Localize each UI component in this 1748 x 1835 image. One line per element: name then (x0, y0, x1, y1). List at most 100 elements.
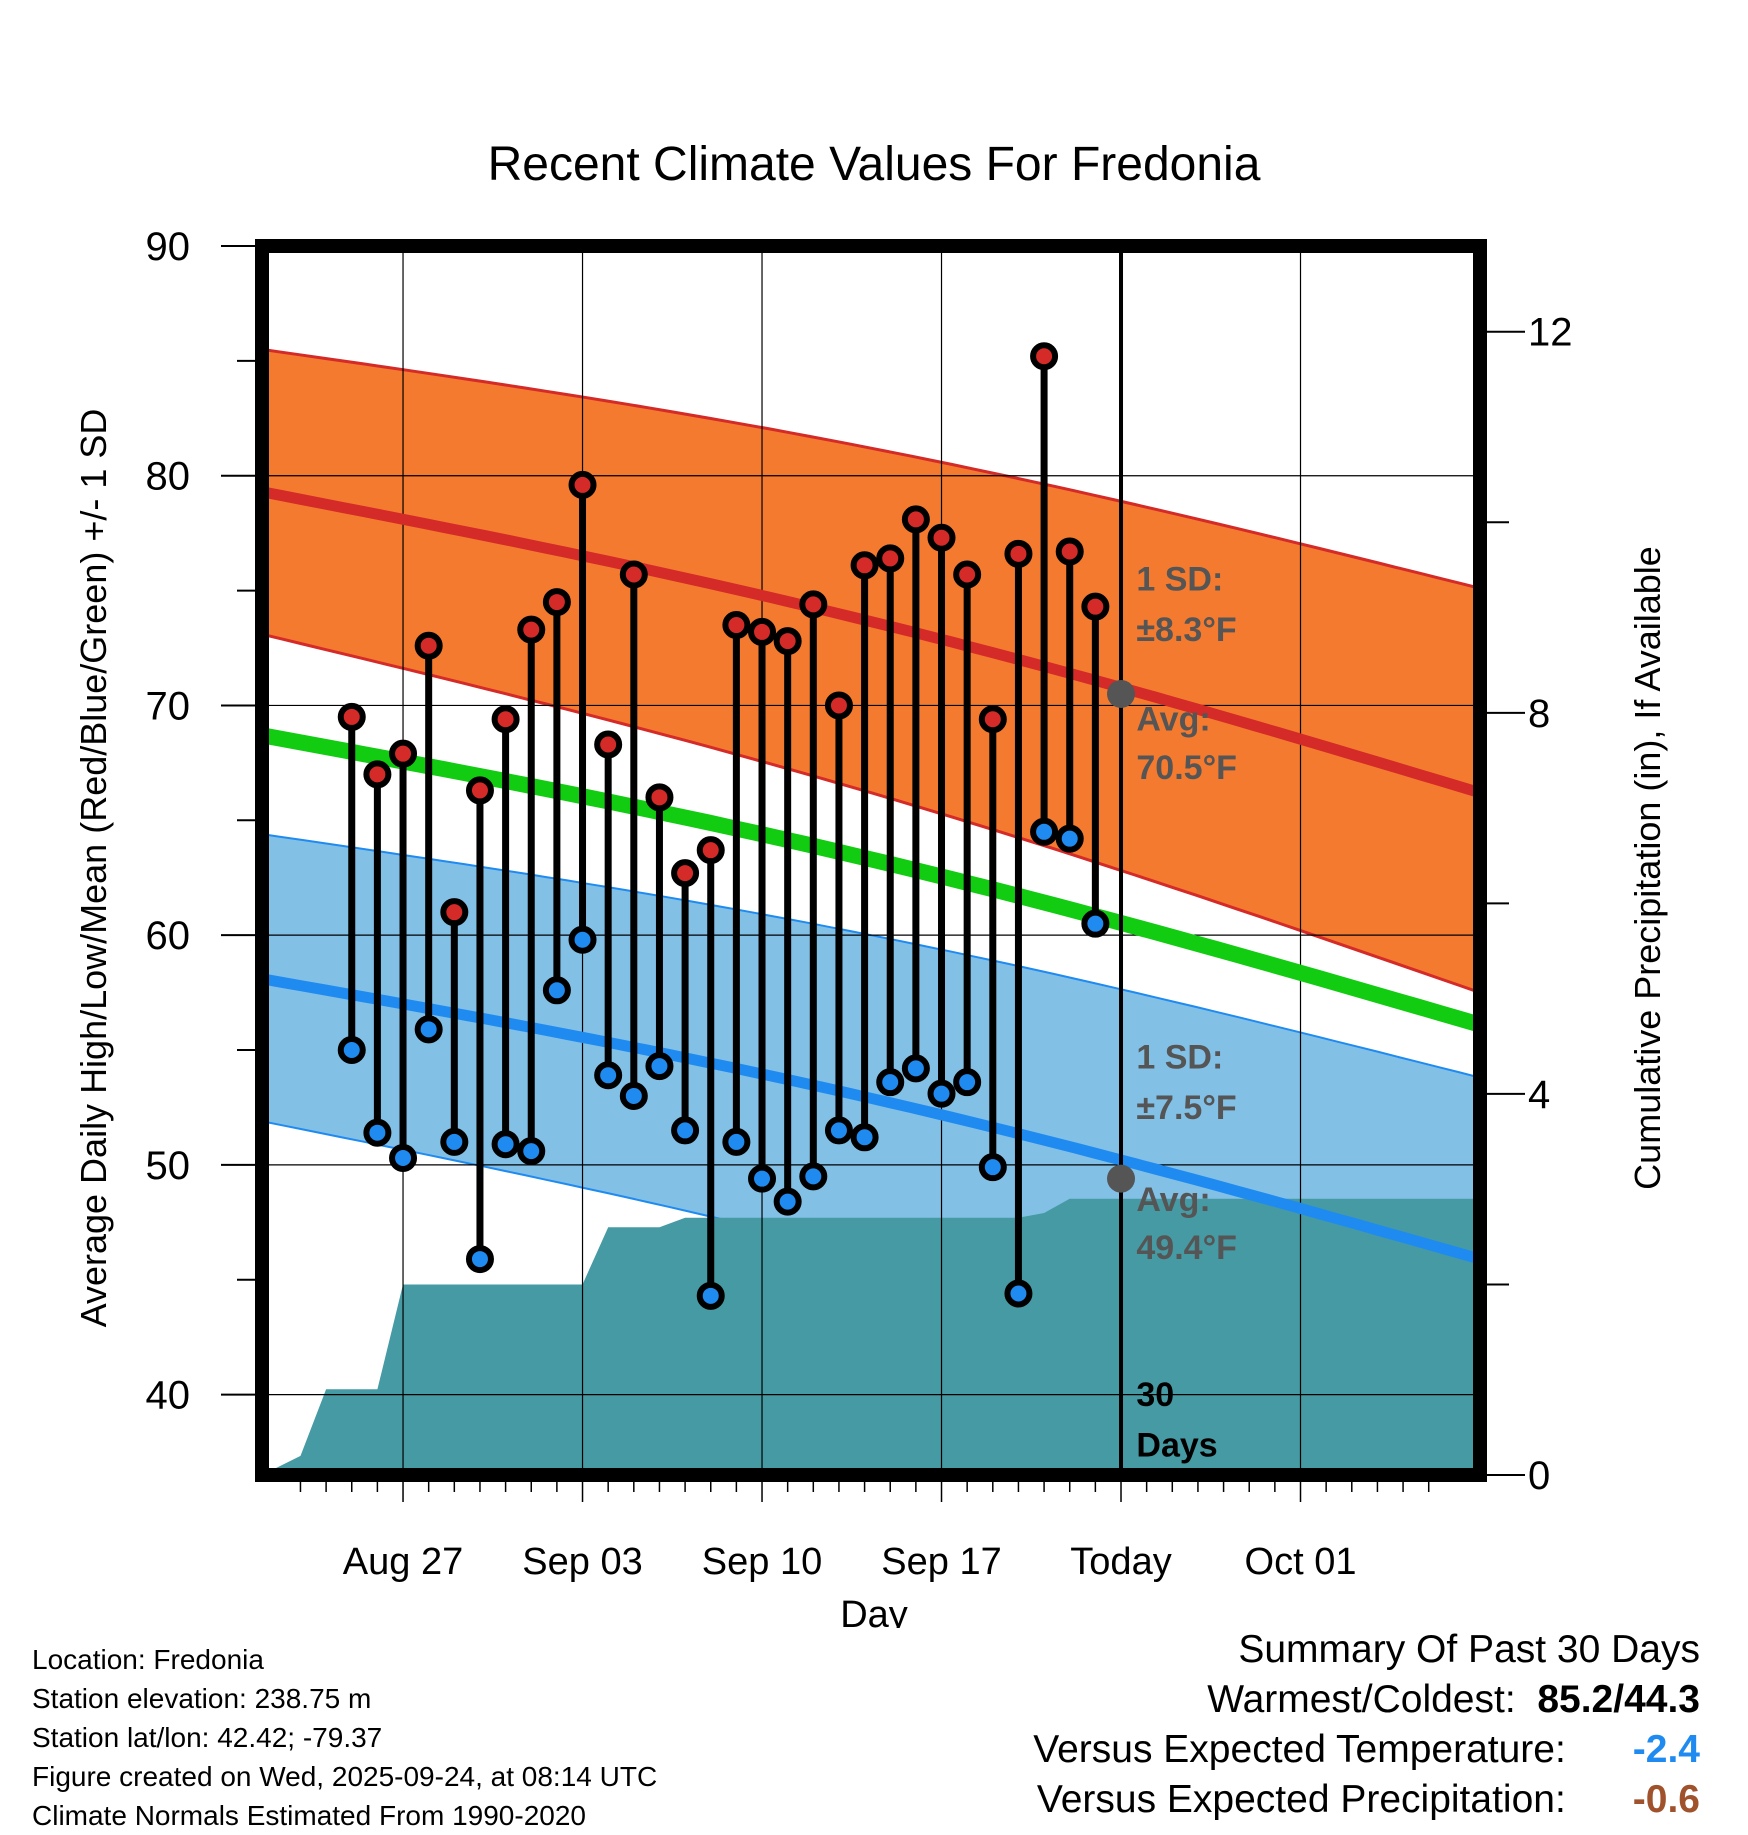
y-tick-label: 90 (146, 225, 191, 269)
location-text: Location: Fredonia (32, 1644, 264, 1675)
obs-low-point (953, 1068, 982, 1097)
high-lower-line (262, 632, 1480, 995)
created-text: Figure created on Wed, 2025-09-24, at 08… (32, 1761, 658, 1792)
precip-label: Versus Expected Precipitation: (1036, 1778, 1566, 1821)
y-tick-label: 70 (146, 684, 191, 728)
y2-tick-label: 12 (1528, 311, 1573, 355)
y-tick-label: 50 (146, 1144, 191, 1188)
low-avg-value: 49.4°F (1136, 1229, 1237, 1267)
plot-area: 1 SD: ±8.3°F Avg: 70.5°F 1 SD: ±7.5°F Avg: 49.4… (262, 246, 1480, 1475)
obs-high-point (491, 705, 520, 734)
obs-high-point (927, 523, 956, 552)
obs-low-point (901, 1054, 930, 1083)
x-tick-label: Today (1070, 1541, 1171, 1583)
x-tick-label: Sep 10 (702, 1541, 822, 1583)
obs-high-point (722, 611, 751, 640)
obs-high-point (363, 760, 392, 789)
precip-value: -0.6 (1632, 1778, 1700, 1821)
obs-high-point (414, 631, 443, 660)
obs-high-point (568, 470, 597, 499)
y-tick-label: 60 (146, 914, 191, 958)
obs-high-point (1055, 537, 1084, 566)
low-normal-line (262, 973, 1480, 1265)
obs-high-point (542, 588, 571, 617)
obs-low-point (619, 1081, 648, 1110)
warmest-row: Warmest/Coldest: 85.2/44.3 (1033, 1675, 1700, 1725)
obs-high-point (594, 730, 623, 759)
obs-high-point (850, 551, 879, 580)
y2-axis-label: Cumulative Precipitation (in), If Availa… (1627, 546, 1668, 1190)
obs-low-point (722, 1127, 751, 1156)
warmest-label: Warmest/Coldest: (1207, 1678, 1516, 1721)
precipitation-area (262, 1198, 1480, 1475)
obs-low-point (517, 1137, 546, 1166)
y-tick-label: 80 (146, 455, 191, 499)
obs-high-point (645, 783, 674, 812)
x-tick-label: Oct 01 (1245, 1541, 1357, 1583)
obs-low-point (799, 1162, 828, 1191)
obs-low-point (414, 1015, 443, 1044)
obs-high-point (978, 705, 1007, 734)
today-low-avg-marker (1107, 1164, 1136, 1193)
plot-frame (255, 239, 1487, 1482)
obs-high-point (619, 560, 648, 589)
obs-low-point (824, 1116, 853, 1145)
obs-high-point (748, 617, 777, 646)
y-tick-label: 40 (146, 1374, 191, 1418)
obs-low-point (491, 1130, 520, 1159)
y2-tick-label: 8 (1528, 692, 1550, 736)
temp-value: -2.4 (1632, 1728, 1700, 1771)
precip-row: Versus Expected Precipitation: -0.6 (1033, 1775, 1700, 1825)
obs-high-point (337, 702, 366, 731)
obs-high-point (1030, 342, 1059, 371)
obs-high-point (440, 898, 469, 927)
normals-text: Climate Normals Estimated From 1990-2020 (32, 1800, 586, 1831)
obs-high-point (465, 776, 494, 805)
obs-high-point (389, 739, 418, 768)
high-upper-line (262, 347, 1480, 590)
y2-tick-label: 4 (1528, 1073, 1550, 1117)
obs-low-point (542, 976, 571, 1005)
obs-low-point (594, 1061, 623, 1090)
obs-high-point (1004, 539, 1033, 568)
obs-low-point (671, 1116, 700, 1145)
obs-low-point (1081, 909, 1110, 938)
y-axis-label: Average Daily High/Low/Mean (Red/Blue/Gr… (73, 409, 114, 1328)
obs-low-point (1030, 817, 1059, 846)
obs-high-point (876, 544, 905, 573)
obs-high-point (671, 859, 700, 888)
obs-low-point (696, 1281, 725, 1310)
temp-row: Versus Expected Temperature: -2.4 (1033, 1725, 1700, 1775)
high-avg-label: Avg: (1136, 701, 1210, 739)
obs-low-point (645, 1052, 674, 1081)
days-count-word: Days (1136, 1427, 1217, 1465)
obs-low-point (773, 1187, 802, 1216)
summary-panel: Summary Of Past 30 Days Warmest/Coldest:… (1033, 1625, 1700, 1825)
summary-title: Summary Of Past 30 Days (1238, 1628, 1700, 1671)
obs-high-point (696, 836, 725, 865)
obs-high-point (901, 505, 930, 534)
obs-low-point (389, 1143, 418, 1172)
warmest-value: 85.2/44.3 (1537, 1678, 1700, 1721)
obs-high-point (517, 615, 546, 644)
chart-title: Recent Climate Values For Fredonia (488, 138, 1261, 191)
elevation-text: Station elevation: 238.75 m (32, 1683, 372, 1714)
low-avg-label: Avg: (1136, 1181, 1210, 1219)
obs-high-point (1081, 592, 1110, 621)
obs-low-point (1004, 1279, 1033, 1308)
obs-low-point (568, 925, 597, 954)
station-info: Location: Fredonia Station elevation: 23… (32, 1640, 657, 1835)
obs-low-point (850, 1123, 879, 1152)
obs-high-point (824, 691, 853, 720)
latlon-text: Station lat/lon: 42.42; -79.37 (32, 1722, 383, 1753)
obs-high-point (953, 560, 982, 589)
climate-chart: Recent Climate Values For Fredonia 1 SD:… (73, 138, 1668, 1628)
x-tick-label: Sep 17 (881, 1541, 1001, 1583)
mean-normal-line (262, 727, 1480, 1033)
days-count-number: 30 (1136, 1376, 1174, 1414)
low-sd-label: 1 SD: (1136, 1038, 1223, 1076)
high-normal-line (262, 486, 1480, 798)
x-tick-label: Aug 27 (343, 1541, 463, 1583)
obs-low-point (927, 1079, 956, 1108)
obs-high-point (799, 590, 828, 619)
